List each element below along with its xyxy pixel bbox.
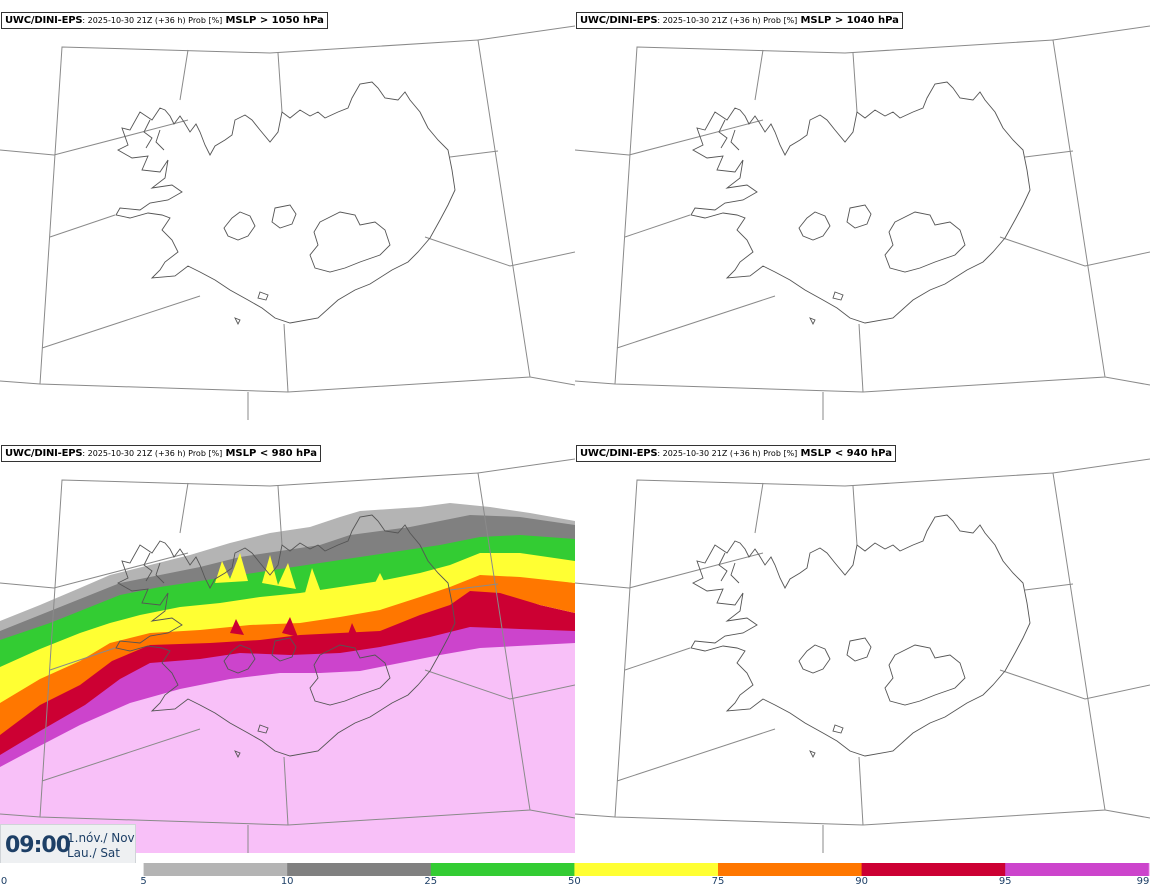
iceland-basemap	[575, 25, 1150, 421]
colorbar-tick-label: 25	[424, 876, 438, 887]
panel-title: UWC/DINI-EPS: 2025-10-30 21Z (+36 h) Pro…	[1, 445, 321, 462]
threshold-label: MSLP > 1040 hPa	[800, 15, 899, 26]
colorbar-tick-label: 95	[998, 876, 1012, 887]
model-name: UWC/DINI-EPS	[5, 448, 83, 459]
valid-date-line2: Lau./ Sat	[67, 846, 120, 860]
colorbar-swatch-99	[1148, 863, 1150, 876]
colorbar-swatch-50	[574, 863, 719, 876]
prob-band-90	[0, 588, 575, 755]
prob-band-50	[0, 551, 575, 703]
prob-band-10	[0, 513, 575, 640]
prob-band-75	[0, 573, 575, 735]
colorbar-swatch-5	[143, 863, 288, 876]
threshold-label: MSLP < 980 hPa	[225, 448, 317, 459]
threshold-label: MSLP < 940 hPa	[800, 448, 892, 459]
prob-band-5	[0, 503, 575, 631]
model-name: UWC/DINI-EPS	[5, 15, 83, 26]
map-panel-mslp-lt-940: UWC/DINI-EPS: 2025-10-30 21Z (+36 h) Pro…	[575, 433, 1150, 866]
threshold-label: MSLP > 1050 hPa	[225, 15, 324, 26]
colorbar-tick-label: 75	[711, 876, 725, 887]
panel-title: UWC/DINI-EPS: 2025-10-30 21Z (+36 h) Pro…	[576, 445, 896, 462]
map-panel-mslp-gt-1040: UWC/DINI-EPS: 2025-10-30 21Z (+36 h) Pro…	[575, 0, 1150, 433]
valid-date-line1: 1.nóv./ Nov	[67, 831, 135, 845]
colorbar-tick-label: 5	[140, 876, 147, 887]
colorbar-swatch-90	[861, 863, 1006, 876]
prob-streaks-red	[230, 617, 362, 645]
colorbar-tick-label: 10	[280, 876, 294, 887]
colorbar-swatch-95	[1005, 863, 1150, 876]
valid-time-clock: 09:00	[5, 833, 71, 858]
run-meta: : 2025-10-30 21Z (+36 h) Prob [%]	[82, 449, 223, 458]
probability-colorbar	[0, 863, 1150, 876]
valid-time-box: 09:00 1.nóv./ Nov Lau./ Sat	[0, 824, 136, 864]
colorbar-swatch-75	[718, 863, 863, 876]
colorbar-tick-label: 50	[568, 876, 581, 887]
panel-title: UWC/DINI-EPS: 2025-10-30 21Z (+36 h) Pro…	[1, 12, 328, 29]
run-meta: : 2025-10-30 21Z (+36 h) Prob [%]	[657, 16, 798, 25]
run-meta: : 2025-10-30 21Z (+36 h) Prob [%]	[657, 449, 798, 458]
prob-streaks	[215, 553, 390, 595]
run-meta: : 2025-10-30 21Z (+36 h) Prob [%]	[82, 16, 223, 25]
model-name: UWC/DINI-EPS	[580, 15, 658, 26]
colorbar-tick-label: 0	[0, 876, 8, 887]
prob-band-25	[0, 533, 575, 667]
colorbar-swatch-0	[0, 863, 145, 876]
colorbar-swatch-25	[430, 863, 575, 876]
map-panel-mslp-gt-1050: UWC/DINI-EPS: 2025-10-30 21Z (+36 h) Pro…	[0, 0, 575, 433]
iceland-basemap	[575, 458, 1150, 854]
map-panel-mslp-lt-980: UWC/DINI-EPS: 2025-10-30 21Z (+36 h) Pro…	[0, 433, 575, 853]
prob-band-99	[0, 628, 575, 853]
iceland-basemap	[0, 25, 575, 421]
model-name: UWC/DINI-EPS	[580, 448, 658, 459]
colorbar-swatch-10	[287, 863, 432, 876]
panel-title: UWC/DINI-EPS: 2025-10-30 21Z (+36 h) Pro…	[576, 12, 903, 29]
probability-field	[0, 458, 575, 853]
colorbar-tick-label: 99	[1136, 876, 1150, 887]
colorbar-tick-label: 90	[855, 876, 868, 887]
